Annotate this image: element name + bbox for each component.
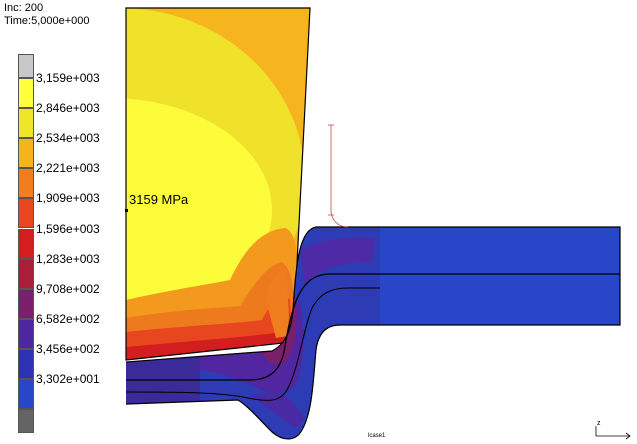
load-case-label: lcase1 (368, 433, 386, 439)
legend-swatch (18, 258, 34, 289)
legend-label: 2,534e+003 (36, 131, 100, 146)
time-label: Time:5,000e+000 (4, 15, 90, 27)
legend-label: 9,708e+002 (36, 281, 100, 296)
increment-label: Inc: 200 (4, 2, 44, 14)
legend-label: 1,596e+003 (36, 221, 100, 236)
axis-triad (595, 426, 631, 440)
legend-swatch (18, 198, 34, 229)
legend-swatch (18, 288, 34, 319)
legend-label: 3,456e+002 (36, 341, 100, 356)
legend-swatch (18, 168, 34, 199)
legend-swatch (18, 409, 34, 434)
legend-swatch (18, 78, 34, 109)
legend-swatch (18, 108, 34, 139)
legend-label: 1,283e+003 (36, 251, 100, 266)
legend-label: 2,221e+003 (36, 161, 100, 176)
increment-info: Inc: 200 Time:5,000e+000 (4, 2, 90, 28)
legend-label: 3,159e+003 (36, 71, 100, 85)
legend-swatch (18, 318, 34, 349)
max-stress-marker (125, 209, 128, 212)
axis-label-z: z (597, 420, 601, 427)
legend-swatch (18, 228, 34, 259)
legend-swatch (18, 54, 34, 78)
legend-label: 2,846e+003 (36, 101, 100, 116)
punch-region (126, 8, 310, 360)
stress-annotation: 3159 MPa (129, 192, 189, 207)
legend-swatch (18, 379, 34, 410)
legend-label: 6,582e+002 (36, 311, 100, 326)
legend-swatch (18, 348, 34, 379)
legend-label: 3,302e+001 (36, 372, 100, 386)
legend-swatch (18, 138, 34, 169)
legend-label: 1,909e+003 (36, 191, 100, 206)
